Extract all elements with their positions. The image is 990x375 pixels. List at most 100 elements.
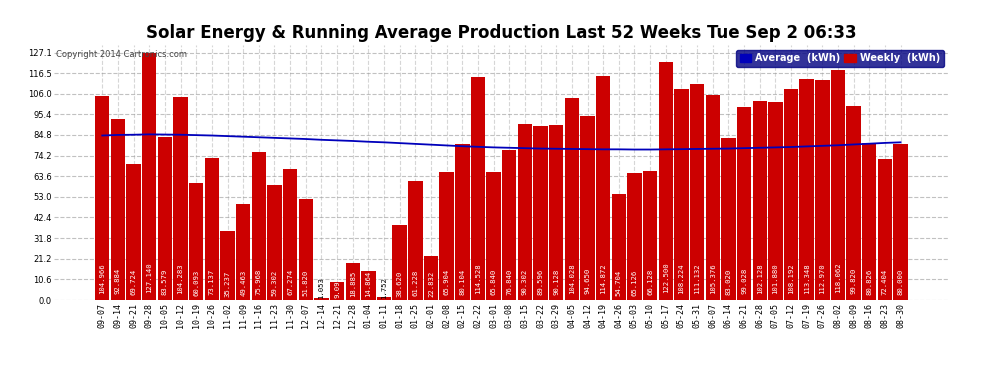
Bar: [440, 172, 453, 300]
Text: 65.126: 65.126: [632, 269, 638, 296]
Text: 122.500: 122.500: [662, 262, 669, 293]
Bar: [205, 158, 219, 300]
Bar: [173, 97, 188, 300]
Text: 102.128: 102.128: [756, 264, 762, 294]
Text: 60.093: 60.093: [193, 270, 199, 296]
Bar: [862, 142, 876, 300]
Bar: [518, 124, 532, 300]
Text: 80.104: 80.104: [459, 268, 465, 295]
Text: 51.820: 51.820: [303, 270, 309, 296]
Text: 94.650: 94.650: [584, 268, 590, 294]
Bar: [95, 96, 110, 300]
Bar: [157, 137, 172, 300]
Text: 35.237: 35.237: [225, 270, 231, 297]
Bar: [299, 199, 313, 300]
Text: 118.062: 118.062: [835, 263, 841, 294]
Text: 108.192: 108.192: [788, 263, 794, 294]
Text: 108.224: 108.224: [678, 263, 684, 294]
Bar: [549, 124, 563, 300]
Bar: [690, 84, 704, 300]
Bar: [267, 184, 282, 300]
Text: 104.283: 104.283: [177, 263, 183, 294]
Bar: [768, 102, 782, 300]
Bar: [628, 173, 642, 300]
Text: 99.028: 99.028: [742, 268, 747, 294]
Text: 83.579: 83.579: [162, 268, 168, 295]
Bar: [721, 138, 736, 300]
Text: 14.864: 14.864: [365, 271, 371, 297]
Text: 114.872: 114.872: [600, 263, 606, 294]
Text: 72.404: 72.404: [882, 269, 888, 295]
Text: 22.832: 22.832: [428, 271, 434, 297]
Text: 59.302: 59.302: [271, 270, 277, 296]
Text: 73.137: 73.137: [209, 269, 215, 295]
Text: 1.053: 1.053: [319, 277, 325, 299]
Bar: [612, 194, 626, 300]
Bar: [658, 62, 673, 300]
Bar: [784, 89, 798, 300]
Text: 89.596: 89.596: [538, 268, 544, 295]
Text: 80.826: 80.826: [866, 268, 872, 295]
Bar: [424, 255, 439, 300]
Text: 1.752: 1.752: [381, 277, 387, 299]
Text: 80.000: 80.000: [898, 269, 904, 295]
Bar: [815, 80, 830, 300]
Bar: [392, 225, 407, 300]
Bar: [236, 204, 250, 300]
Bar: [706, 95, 720, 300]
Text: 49.463: 49.463: [241, 270, 247, 296]
Bar: [361, 271, 375, 300]
Bar: [127, 164, 141, 300]
Bar: [111, 119, 125, 300]
Bar: [408, 181, 423, 300]
Bar: [846, 106, 861, 300]
Text: 76.840: 76.840: [506, 269, 512, 295]
Text: 105.376: 105.376: [710, 263, 716, 294]
Text: 54.704: 54.704: [616, 270, 622, 296]
Bar: [752, 101, 767, 300]
Text: 104.966: 104.966: [99, 263, 105, 294]
Text: 75.968: 75.968: [255, 269, 261, 295]
Legend: Average  (kWh), Weekly  (kWh): Average (kWh), Weekly (kWh): [737, 50, 943, 67]
Text: 114.528: 114.528: [475, 263, 481, 294]
Bar: [189, 183, 203, 300]
Text: 90.302: 90.302: [522, 268, 528, 294]
Bar: [643, 171, 657, 300]
Text: Copyright 2014 Cartronics.com: Copyright 2014 Cartronics.com: [56, 50, 187, 59]
Text: 127.140: 127.140: [147, 262, 152, 293]
Bar: [878, 159, 892, 300]
Text: 65.840: 65.840: [491, 269, 497, 296]
Text: 18.885: 18.885: [349, 271, 355, 297]
Text: 90.128: 90.128: [553, 268, 559, 294]
Bar: [455, 144, 469, 300]
Bar: [221, 231, 235, 300]
Text: 67.274: 67.274: [287, 269, 293, 296]
Text: 9.092: 9.092: [334, 276, 341, 298]
Bar: [314, 298, 329, 300]
Text: 111.132: 111.132: [694, 263, 700, 294]
Bar: [893, 144, 908, 300]
Bar: [283, 169, 297, 300]
Bar: [471, 77, 485, 300]
Bar: [564, 98, 579, 300]
Bar: [346, 263, 360, 300]
Text: 38.620: 38.620: [397, 270, 403, 297]
Bar: [674, 89, 689, 300]
Bar: [502, 150, 517, 300]
Bar: [534, 126, 547, 300]
Bar: [486, 172, 501, 300]
Bar: [596, 76, 611, 300]
Bar: [800, 80, 814, 300]
Text: 104.028: 104.028: [569, 263, 575, 294]
Bar: [831, 70, 845, 300]
Text: 101.880: 101.880: [772, 264, 778, 294]
Title: Solar Energy & Running Average Production Last 52 Weeks Tue Sep 2 06:33: Solar Energy & Running Average Productio…: [147, 24, 856, 42]
Text: 65.904: 65.904: [444, 269, 449, 296]
Text: 69.724: 69.724: [131, 269, 137, 296]
Bar: [142, 53, 156, 300]
Text: 99.820: 99.820: [850, 268, 856, 294]
Text: 61.228: 61.228: [413, 269, 419, 296]
Text: 112.970: 112.970: [820, 263, 826, 294]
Text: 92.884: 92.884: [115, 268, 121, 294]
Bar: [330, 282, 345, 300]
